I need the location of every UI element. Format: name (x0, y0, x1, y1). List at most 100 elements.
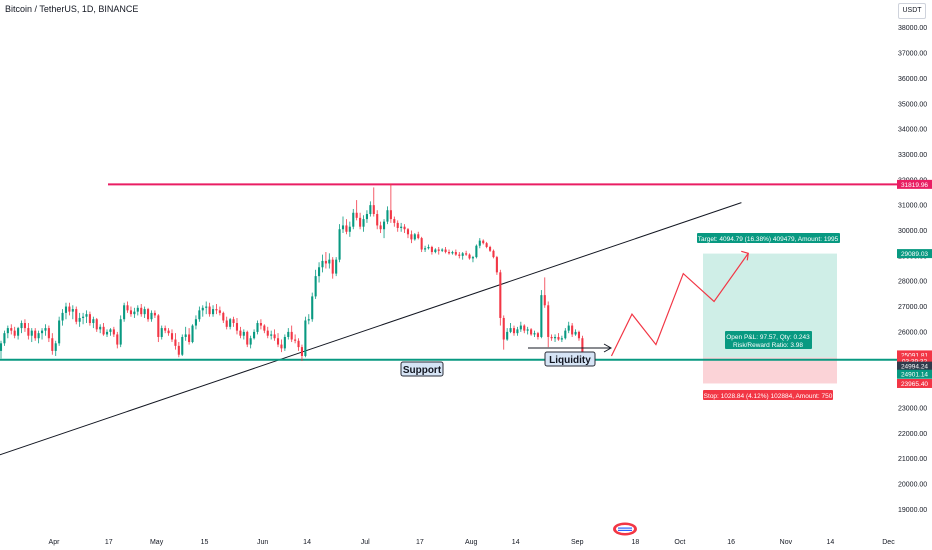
target-label[interactable]: Target: 4094.79 (16.38%) 409479, Amount:… (697, 233, 840, 243)
projection-path (610, 252, 749, 357)
candle-body (143, 309, 146, 315)
projection-arrow-head (741, 250, 749, 261)
candle-body (37, 333, 40, 339)
candle-body (78, 317, 81, 322)
candle-body (153, 312, 156, 316)
candle-body (300, 347, 304, 356)
candle-body (147, 309, 150, 320)
candle-body (229, 319, 232, 327)
candle-body (222, 312, 225, 321)
candle-body (68, 306, 71, 312)
price-tag-bg (897, 350, 932, 360)
candle-body (184, 334, 187, 337)
candle-body (34, 330, 37, 339)
candle-body (194, 319, 197, 326)
candle-body (454, 252, 457, 255)
candle-body (376, 214, 379, 226)
candle-body (509, 328, 512, 332)
candle-body (424, 248, 427, 250)
price-tag-text: 29089.03 (901, 251, 928, 258)
candle-body (225, 320, 228, 327)
candle-body (362, 219, 365, 227)
x-tick-label: May (150, 539, 164, 546)
candle-body (577, 331, 581, 339)
candle-body (167, 330, 170, 334)
candle-body (471, 257, 475, 259)
candle-body (369, 205, 372, 215)
candle-body (112, 329, 115, 335)
candle-body (547, 305, 550, 337)
stop-label[interactable]: Stop: 1028.84 (4.12%) 102884, Amount: 75… (703, 390, 833, 400)
y-tick-label: 37000.00 (898, 51, 927, 58)
currency-button[interactable]: USDT (898, 3, 926, 19)
target-label-text: Target: 4094.79 (16.38%) 409479, Amount:… (698, 236, 839, 243)
candle-body (211, 309, 215, 315)
candle-body (328, 259, 331, 264)
candle-body (499, 272, 502, 318)
candle-body (164, 328, 167, 331)
candle-body (560, 338, 563, 340)
candle-body (324, 260, 327, 264)
candle-body (492, 250, 495, 258)
candle-body (40, 330, 44, 334)
candle-body (335, 259, 338, 274)
price-tag-text: 23965.40 (901, 381, 928, 388)
candle-body (540, 295, 543, 337)
candle-body (458, 254, 461, 256)
candle-body (246, 331, 249, 345)
candle-body (489, 246, 492, 251)
candle-body (201, 307, 204, 311)
candle-body (119, 319, 122, 345)
x-axis[interactable]: Apr 17 May 15 Jun 14 Jul 17 Aug 14 Sep 18 Oct 16 Nov 14… (49, 539, 896, 546)
support-label[interactable]: Support (400, 361, 444, 377)
y-tick-label: 31000.00 (898, 203, 927, 210)
candle-body (536, 333, 539, 337)
candle-body (150, 312, 153, 320)
candle-body (126, 305, 129, 311)
candle-body (386, 210, 389, 222)
candle-body (249, 338, 252, 345)
candle-body (58, 320, 61, 344)
candle-body (393, 219, 396, 223)
candle-body (177, 345, 180, 355)
stop-zone (703, 357, 837, 384)
x-tick-label: 17 (105, 539, 113, 546)
candle-body (379, 225, 382, 230)
tradingview-logo-icon (613, 522, 637, 536)
price-tag-text: 24994.24 (901, 364, 928, 371)
pnl-label[interactable]: Open P&L: 97.57, Qty: 0.243 Risk/Reward … (725, 331, 812, 349)
candle-body (191, 325, 194, 343)
x-tick-label: Dec (882, 539, 895, 546)
y-tick-label: 33000.00 (898, 152, 927, 159)
candle-body (526, 329, 529, 331)
price-tag-bg (897, 361, 932, 371)
x-tick-label: Sep (571, 539, 584, 546)
candle-body (47, 328, 50, 339)
candle-body (461, 253, 464, 256)
candle-body (413, 234, 416, 240)
candle-body (506, 331, 509, 340)
candle-body (30, 330, 33, 336)
candle-body (218, 310, 221, 313)
candle-body (3, 333, 6, 344)
candle-body (557, 336, 560, 340)
price-tag-bg (897, 179, 932, 189)
candle-body (434, 249, 437, 253)
candle-body (170, 333, 174, 340)
candle-body (502, 317, 505, 340)
candle-body (311, 296, 314, 320)
candle-body (420, 238, 423, 250)
liquidity-label[interactable]: Liquidity (544, 351, 596, 367)
y-tick-label: 35000.00 (898, 101, 927, 108)
y-tick-label: 23000.00 (898, 405, 927, 412)
candle-body (102, 326, 105, 335)
candle-body (0, 343, 3, 351)
y-tick-label: 36000.00 (898, 76, 927, 83)
candle-body (157, 315, 160, 337)
candle-body (519, 325, 522, 330)
candle-body (266, 330, 269, 336)
candle-body (61, 312, 64, 321)
candle-body (273, 334, 276, 339)
candle-body (13, 330, 16, 336)
candle-body (280, 344, 283, 349)
